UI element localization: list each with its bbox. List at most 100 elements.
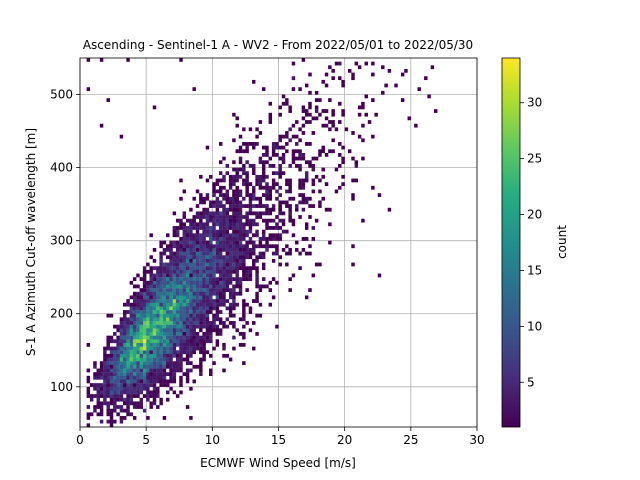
heatmap-bin [106,335,110,340]
heatmap-bin [242,149,246,154]
heatmap-bin [179,302,183,307]
heatmap-bin [424,76,428,81]
heatmap-bin [291,149,296,154]
heatmap-bin [195,229,200,234]
heatmap-bin [271,226,276,230]
heatmap-bin [195,302,200,307]
heatmap-bin [215,207,220,212]
heatmap-bin [222,269,226,274]
heatmap-bin [321,145,325,150]
heatmap-bin [265,160,269,165]
heatmap-bin [195,364,200,369]
heatmap-bin [298,182,302,187]
heatmap-bin [238,211,243,216]
heatmap-bin [175,226,180,230]
heatmap-bin [139,350,144,355]
heatmap-bin [156,269,160,274]
heatmap-bin [182,255,187,260]
heatmap-bin [235,251,239,256]
heatmap-bin [252,211,256,216]
heatmap-bin [123,302,127,307]
heatmap-bin [258,131,263,135]
heatmap-bin [179,178,183,183]
heatmap-bin [156,405,160,409]
heatmap-bin [149,342,153,347]
heatmap-bin [288,207,292,212]
heatmap-bin [162,361,167,366]
heatmap-bin [248,196,253,201]
heatmap-bin [142,364,147,369]
heatmap-bin [195,269,200,274]
heatmap-bin [109,390,114,395]
heatmap-bin [245,204,249,208]
heatmap-bin [255,255,259,260]
heatmap-bin [156,288,160,292]
heatmap-bin [179,284,183,289]
heatmap-bin [129,412,134,417]
heatmap-bin [205,306,210,311]
heatmap-bin [195,317,200,322]
heatmap-bin [218,332,223,336]
heatmap-bin [304,226,309,230]
heatmap-bin [86,416,91,420]
heatmap-bin [185,405,190,409]
heatmap-bin [255,277,259,282]
heatmap-bin [215,182,220,187]
heatmap-bin [185,244,190,249]
heatmap-bin [202,280,206,285]
heatmap-bin [116,364,120,369]
heatmap-bin [215,244,220,249]
heatmap-bin [149,233,153,238]
heatmap-bin [185,269,190,274]
heatmap-bin [189,284,193,289]
heatmap-bin [162,375,167,380]
heatmap-bin [159,342,163,347]
heatmap-bin [123,317,127,322]
heatmap-bin [192,215,196,219]
heatmap-bin [189,313,193,318]
heatmap-bin [252,145,256,150]
heatmap-bin [212,229,216,234]
heatmap-bin [156,335,160,340]
heatmap-bin [192,269,196,274]
heatmap-bin [162,269,167,274]
heatmap-bin [205,258,210,263]
heatmap-bin [156,353,160,358]
heatmap-bin [166,390,170,395]
heatmap-bin [175,295,180,300]
heatmap-bin [328,98,332,102]
heatmap-bin [218,142,223,146]
heatmap-bin [205,266,210,271]
heatmap-bin [195,299,200,303]
heatmap-bin [106,419,110,424]
heatmap-bin [271,142,276,146]
heatmap-bin [185,332,190,336]
heatmap-bin [119,375,124,380]
heatmap-bin [149,291,153,296]
heatmap-bin [182,350,187,355]
heatmap-bin [298,167,302,172]
heatmap-bin [126,328,130,333]
heatmap-bin [258,313,263,318]
heatmap-bin [242,167,246,172]
heatmap-bin [93,375,97,380]
heatmap-bin [152,258,157,263]
heatmap-bin [351,244,355,249]
heatmap-bin [86,394,91,398]
heatmap-bin [199,251,203,256]
heatmap-bin [185,342,190,347]
heatmap-bin [179,335,183,340]
heatmap-bin [99,390,104,395]
heatmap-bin [285,251,289,256]
heatmap-bin [139,277,144,282]
heatmap-bin [232,266,236,271]
heatmap-bin [298,266,302,271]
heatmap-bin [228,244,233,249]
heatmap-bin [123,397,127,402]
heatmap-bin [222,207,226,212]
heatmap-bin [103,397,107,402]
heatmap-bin [119,332,124,336]
heatmap-bin [228,178,233,183]
heatmap-bin [245,273,249,278]
heatmap-bin [159,262,163,267]
